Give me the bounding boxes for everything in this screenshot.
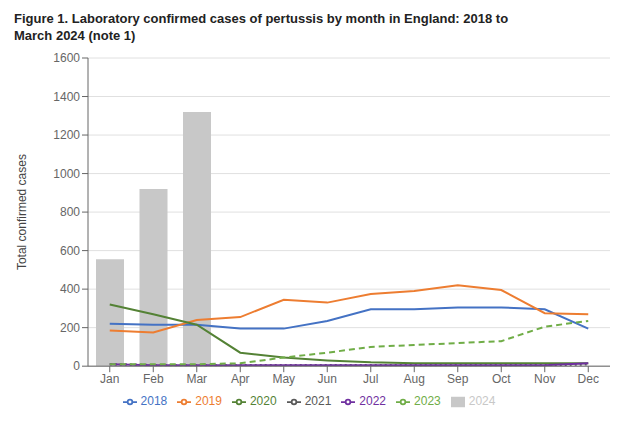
svg-text:600: 600	[60, 244, 80, 258]
svg-text:Jul: Jul	[363, 372, 378, 386]
svg-text:May: May	[272, 372, 295, 386]
svg-text:Nov: Nov	[534, 372, 555, 386]
svg-text:Feb: Feb	[143, 372, 164, 386]
svg-text:Total confirmed cases: Total confirmed cases	[15, 154, 29, 270]
html-text:2018: 2018	[140, 394, 168, 409]
svg-text:800: 800	[60, 205, 80, 219]
svg-text:Sep: Sep	[447, 372, 469, 386]
html-text:2023: 2023	[414, 394, 441, 409]
svg-text:1000: 1000	[53, 167, 80, 181]
svg-text:Jun: Jun	[318, 372, 337, 386]
html-text:2024: 2024	[468, 394, 496, 409]
svg-text:Mar: Mar	[186, 372, 207, 386]
svg-text:Oct: Oct	[492, 372, 511, 386]
html-text:Figure 1. Laboratory confirmed: Figure 1. Laboratory confirmed cases of …	[14, 11, 509, 26]
html-text:2021: 2021	[304, 394, 332, 409]
svg-text:400: 400	[60, 282, 80, 296]
html-text:2020: 2020	[249, 394, 277, 409]
svg-text:1200: 1200	[53, 128, 80, 142]
svg-text:200: 200	[60, 321, 80, 335]
html-text:2022: 2022	[359, 394, 386, 409]
svg-text:Dec: Dec	[578, 372, 599, 386]
html-text:2019: 2019	[195, 394, 222, 409]
svg-text:1400: 1400	[53, 90, 80, 104]
svg-text:Apr: Apr	[231, 372, 250, 386]
svg-text:0: 0	[73, 359, 80, 373]
html-text:March 2024 (note 1): March 2024 (note 1)	[14, 28, 136, 43]
svg-text:Aug: Aug	[404, 372, 425, 386]
svg-text:Jan: Jan	[100, 372, 119, 386]
svg-text:1600: 1600	[53, 51, 80, 65]
